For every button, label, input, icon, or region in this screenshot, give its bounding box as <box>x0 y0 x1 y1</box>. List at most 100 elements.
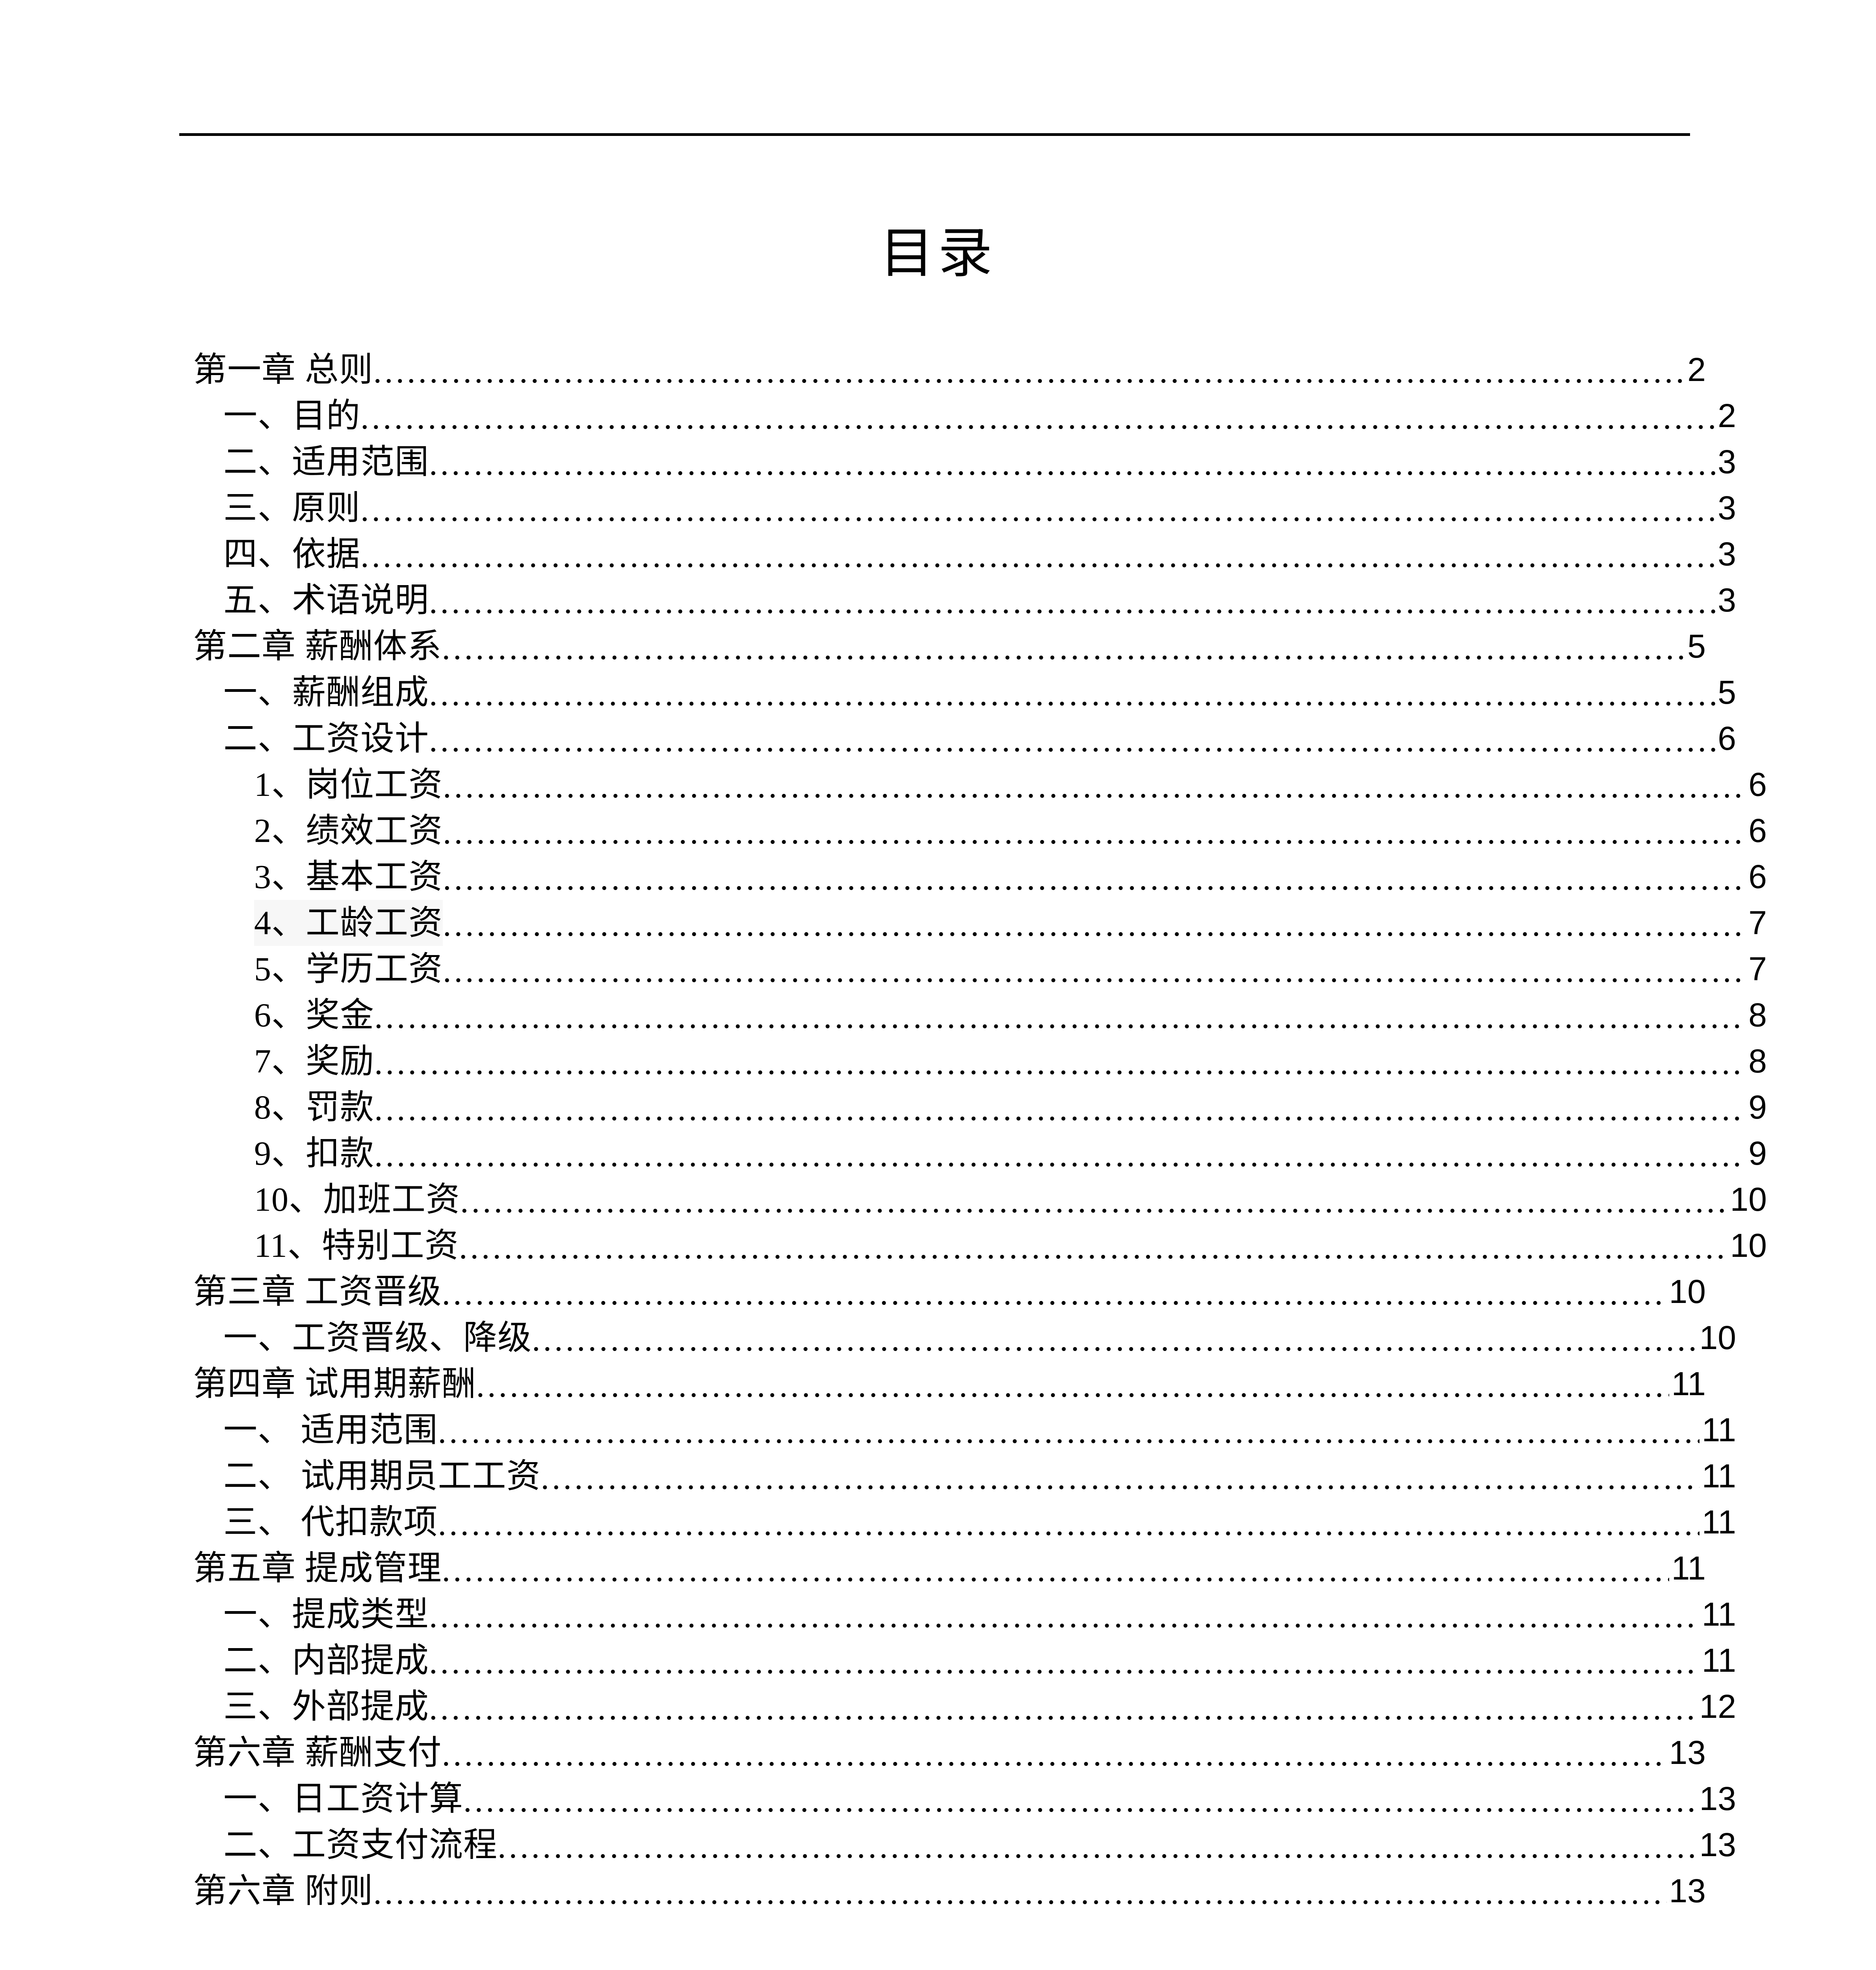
toc-dot-leader <box>541 1453 1700 1499</box>
toc-entry-label: 一、目的 <box>223 397 360 435</box>
toc-entry-page-number: 11 <box>1701 1596 1736 1633</box>
toc-entry[interactable]: 四、依据 3 <box>179 531 1736 577</box>
toc-entry-label: 第六章 薪酬支付 <box>193 1734 442 1771</box>
toc-dot-leader <box>360 393 1715 439</box>
toc-entry[interactable]: 三、原则 3 <box>179 485 1736 531</box>
toc-entry-page-number: 11 <box>1671 1550 1706 1587</box>
toc-entry-label: 6、奖金 <box>254 996 374 1034</box>
toc-dot-leader <box>374 992 1746 1038</box>
toc-entry-page-number: 8 <box>1748 1043 1767 1080</box>
toc-entry-page-number: 8 <box>1748 996 1767 1033</box>
toc-dot-leader <box>442 1269 1667 1315</box>
toc-entry[interactable]: 一、 适用范围 11 <box>179 1407 1736 1453</box>
toc-dot-leader <box>429 669 1715 716</box>
toc-entry[interactable]: 三、外部提成 12 <box>179 1684 1736 1730</box>
toc-entry-page-number: 6 <box>1748 858 1767 895</box>
page-title: 目录 <box>879 223 996 284</box>
toc-entry[interactable]: 2、绩效工资 6 <box>179 808 1767 854</box>
toc-entry-label: 第六章 附则 <box>193 1872 373 1910</box>
toc-entry[interactable]: 一、日工资计算 13 <box>179 1776 1736 1822</box>
toc-entry-label: 第五章 提成管理 <box>193 1549 442 1587</box>
toc-entry[interactable]: 二、工资设计 6 <box>179 716 1736 762</box>
toc-entry-label: 一、 适用范围 <box>223 1411 438 1449</box>
toc-entry-page-number: 3 <box>1718 582 1736 619</box>
toc-entry[interactable]: 第五章 提成管理 11 <box>179 1545 1706 1591</box>
toc-dot-leader <box>429 716 1715 762</box>
toc-dot-leader <box>374 1130 1746 1176</box>
toc-entry[interactable]: 7、奖励 8 <box>179 1038 1767 1084</box>
toc-entry-label: 3、基本工资 <box>254 858 443 896</box>
toc-entry-label: 7、奖励 <box>254 1042 374 1080</box>
toc-dot-leader <box>429 1591 1700 1637</box>
toc-entry[interactable]: 6、奖金 8 <box>179 992 1767 1038</box>
toc-entry-page-number: 7 <box>1748 950 1767 987</box>
toc-dot-leader <box>476 1361 1669 1407</box>
toc-entry-page-number: 6 <box>1748 812 1767 849</box>
toc-entry[interactable]: 二、内部提成 11 <box>179 1637 1736 1684</box>
toc-entry[interactable]: 第四章 试用期薪酬 11 <box>179 1361 1706 1407</box>
toc-entry[interactable]: 二、适用范围 3 <box>179 439 1736 485</box>
table-of-contents: 第一章 总则 2 一、目的 2 二、适用范围 3 三、原则 3 四、依据 3 五、术语说明 3 第二章 … <box>179 347 1767 1914</box>
toc-entry-label: 10、加班工资 <box>254 1180 460 1218</box>
toc-entry-page-number: 13 <box>1699 1780 1736 1817</box>
toc-entry-label: 4、工龄工资 <box>254 900 443 946</box>
toc-entry-label: 第四章 试用期薪酬 <box>193 1365 476 1403</box>
toc-dot-leader <box>443 946 1746 992</box>
toc-entry[interactable]: 第一章 总则 2 <box>179 347 1706 393</box>
toc-entry-page-number: 6 <box>1718 720 1736 757</box>
toc-entry[interactable]: 8、罚款 9 <box>179 1084 1767 1130</box>
toc-entry[interactable]: 二、工资支付流程 13 <box>179 1822 1736 1868</box>
toc-entry-label: 2、绩效工资 <box>254 812 443 849</box>
toc-entry-label: 二、工资设计 <box>223 719 429 757</box>
toc-dot-leader <box>442 1545 1669 1591</box>
toc-entry[interactable]: 5、学历工资 7 <box>179 946 1767 992</box>
toc-entry[interactable]: 3、基本工资 6 <box>179 854 1767 900</box>
toc-entry[interactable]: 第六章 附则 13 <box>179 1868 1706 1914</box>
toc-entry-page-number: 12 <box>1699 1688 1736 1725</box>
toc-dot-leader <box>443 854 1746 900</box>
toc-entry-page-number: 11 <box>1701 1642 1736 1679</box>
toc-entry-page-number: 13 <box>1699 1826 1736 1863</box>
toc-entry[interactable]: 五、术语说明 3 <box>179 577 1736 623</box>
toc-entry-page-number: 2 <box>1687 351 1706 388</box>
toc-entry-page-number: 10 <box>1730 1227 1767 1264</box>
toc-entry-page-number: 13 <box>1669 1872 1706 1909</box>
toc-entry-label: 一、工资晋级、降级 <box>223 1319 532 1357</box>
toc-entry[interactable]: 一、薪酬组成 5 <box>179 669 1736 716</box>
toc-entry[interactable]: 一、提成类型 11 <box>179 1591 1736 1637</box>
toc-entry[interactable]: 10、加班工资 10 <box>179 1176 1767 1223</box>
toc-entry[interactable]: 三、 代扣款项 11 <box>179 1499 1736 1545</box>
toc-entry-label: 一、薪酬组成 <box>223 673 429 711</box>
toc-entry[interactable]: 11、特别工资 10 <box>179 1223 1767 1269</box>
toc-entry[interactable]: 第六章 薪酬支付 13 <box>179 1730 1706 1776</box>
toc-entry-label: 二、适用范围 <box>223 443 429 481</box>
toc-dot-leader <box>463 1776 1697 1822</box>
toc-entry[interactable]: 1、岗位工资 6 <box>179 762 1767 808</box>
toc-entry[interactable]: 9、扣款 9 <box>179 1130 1767 1176</box>
toc-entry-label: 一、日工资计算 <box>223 1780 463 1818</box>
toc-dot-leader <box>374 1084 1746 1130</box>
toc-entry-label: 第一章 总则 <box>193 351 373 388</box>
toc-entry-page-number: 11 <box>1701 1457 1736 1494</box>
toc-entry-label: 三、 代扣款项 <box>223 1503 438 1541</box>
toc-entry[interactable]: 一、目的 2 <box>179 393 1736 439</box>
toc-entry-page-number: 2 <box>1718 397 1736 434</box>
toc-dot-leader <box>443 762 1746 808</box>
toc-entry-label: 五、术语说明 <box>223 581 429 619</box>
toc-dot-leader <box>429 577 1715 623</box>
header-rule <box>179 133 1690 136</box>
toc-entry-label: 第二章 薪酬体系 <box>193 627 442 665</box>
toc-entry[interactable]: 4、工龄工资 7 <box>179 900 1767 946</box>
toc-entry[interactable]: 一、工资晋级、降级 10 <box>179 1315 1736 1361</box>
toc-entry[interactable]: 二、 试用期员工工资 11 <box>179 1453 1736 1499</box>
toc-dot-leader <box>429 1637 1700 1684</box>
toc-entry-label: 1、岗位工资 <box>254 766 443 803</box>
toc-entry-page-number: 11 <box>1701 1504 1736 1541</box>
toc-entry-page-number: 11 <box>1671 1365 1706 1402</box>
toc-entry-page-number: 6 <box>1748 766 1767 803</box>
toc-entry-page-number: 11 <box>1701 1411 1736 1448</box>
toc-entry[interactable]: 第二章 薪酬体系 5 <box>179 623 1706 669</box>
toc-dot-leader <box>443 808 1746 854</box>
toc-entry[interactable]: 第三章 工资晋级 10 <box>179 1269 1706 1315</box>
